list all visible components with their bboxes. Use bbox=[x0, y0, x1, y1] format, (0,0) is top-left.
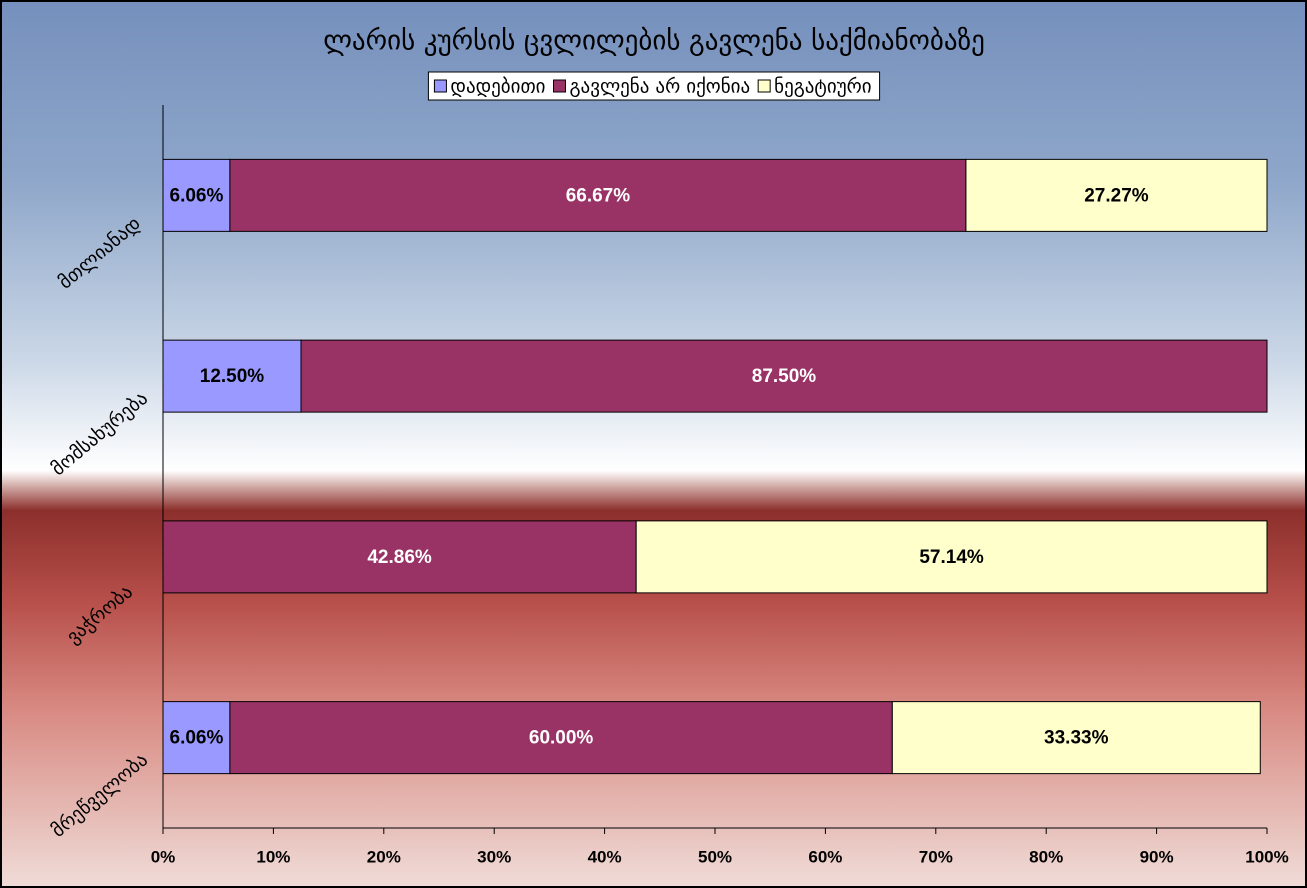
x-tick-label: 100% bbox=[1245, 847, 1288, 866]
bar-segment bbox=[300, 339, 1268, 413]
x-tick-label: 80% bbox=[1029, 847, 1063, 866]
legend-label: ნეგატიური bbox=[774, 76, 871, 98]
bar-segment bbox=[162, 701, 231, 775]
data-label: 6.06% bbox=[170, 728, 224, 749]
x-tick-label: 30% bbox=[477, 847, 511, 866]
x-tick-label: 50% bbox=[698, 847, 732, 866]
bar-segment bbox=[162, 158, 231, 232]
legend: დადებითი გავლენა არ იქონია ნეგატიური bbox=[427, 71, 881, 101]
x-tick-label: 60% bbox=[808, 847, 842, 866]
x-tick-label: 40% bbox=[588, 847, 622, 866]
x-tick-label: 0% bbox=[151, 847, 176, 866]
data-label: 33.33% bbox=[1044, 728, 1109, 749]
x-tick-label: 20% bbox=[367, 847, 401, 866]
legend-box bbox=[427, 71, 881, 101]
bar-segment bbox=[162, 520, 637, 594]
bar-segment bbox=[162, 339, 302, 413]
legend-label: დადებითი bbox=[450, 76, 545, 98]
bar-segment bbox=[635, 520, 1268, 594]
bar-segment bbox=[229, 701, 893, 775]
data-label: 6.06% bbox=[170, 185, 224, 206]
legend-swatch bbox=[757, 79, 771, 93]
legend-swatch bbox=[433, 79, 447, 93]
bar-segment bbox=[891, 701, 1261, 775]
legend-label: გავლენა არ იქონია bbox=[570, 76, 751, 98]
data-label: 60.00% bbox=[529, 728, 594, 749]
data-label: 12.50% bbox=[200, 366, 265, 387]
data-label: 27.27% bbox=[1084, 185, 1149, 206]
legend-swatch bbox=[553, 79, 567, 93]
x-tick-label: 70% bbox=[919, 847, 953, 866]
chart-title: ლარის კურსის ცვლილების გავლენა საქმიანობ… bbox=[323, 26, 985, 57]
data-label: 42.86% bbox=[367, 547, 432, 568]
bar-segment bbox=[965, 158, 1268, 232]
x-tick-label: 10% bbox=[256, 847, 290, 866]
data-label: 57.14% bbox=[919, 547, 984, 568]
x-tick-label: 90% bbox=[1140, 847, 1174, 866]
bar-segment bbox=[229, 158, 967, 232]
data-label: 87.50% bbox=[752, 366, 817, 387]
data-label: 66.67% bbox=[566, 185, 631, 206]
